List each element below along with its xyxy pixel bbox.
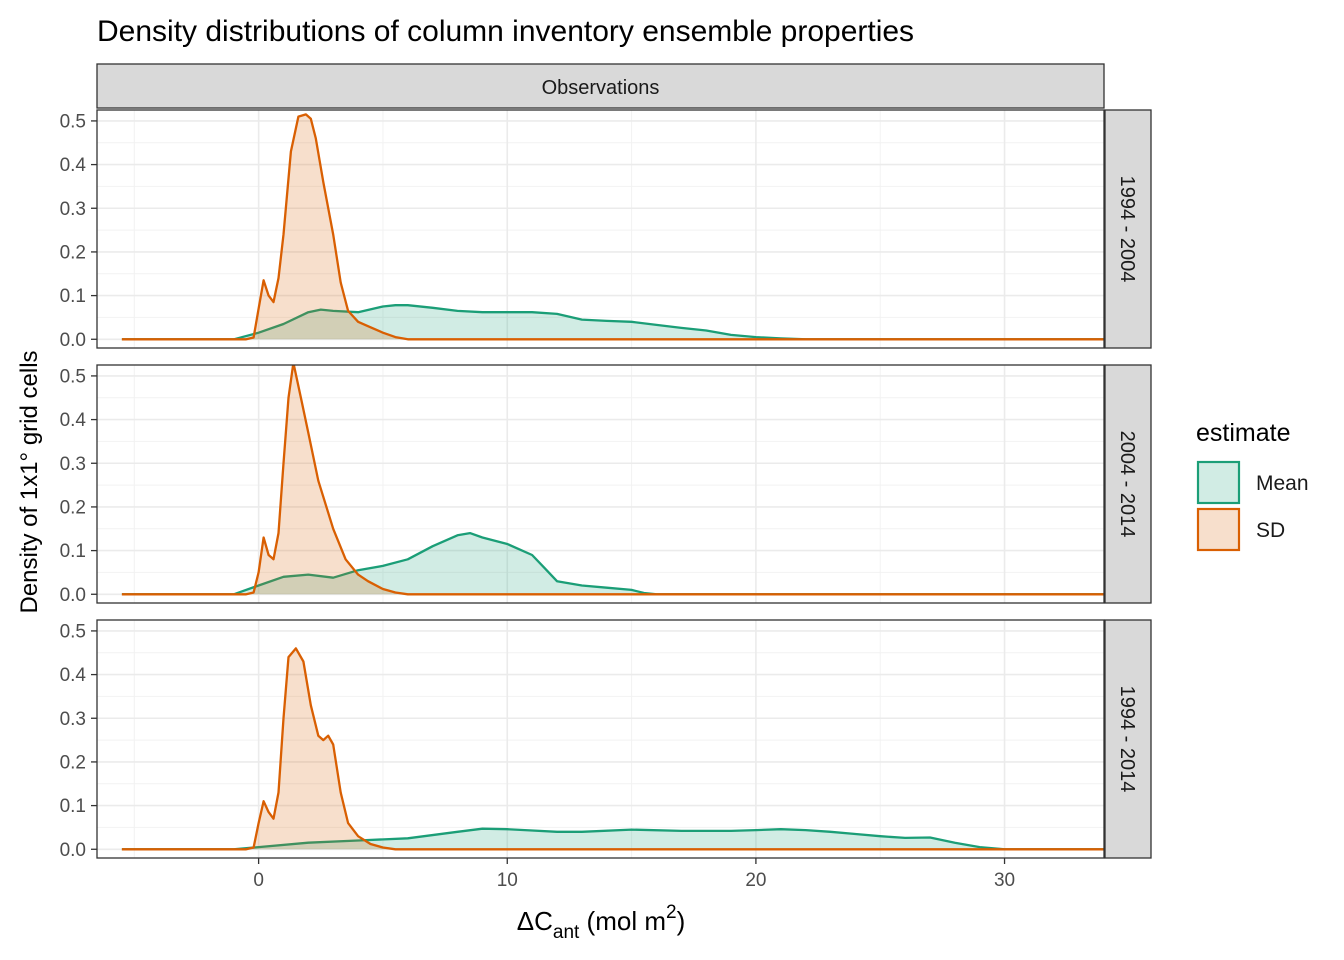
x-tick-label: 30	[994, 870, 1015, 891]
y-tick-label: 0.4	[60, 665, 87, 686]
y-tick-label: 0.1	[60, 796, 86, 817]
facet-panel: 2004 - 2014 0.0 0.1 0.2 0.3 0.4 0.5	[60, 364, 1152, 606]
column-strip	[96, 63, 1105, 109]
y-tick-label: 0.0	[60, 840, 86, 861]
density-line-mean	[121, 827, 1104, 851]
y-tick-label: 0.0	[60, 330, 86, 351]
legend-key-mean	[1196, 460, 1241, 505]
panel-background	[97, 620, 1104, 858]
y-tick-label: 0.3	[60, 709, 86, 730]
panel-border	[96, 619, 1105, 859]
density-line-mean	[121, 304, 1104, 341]
density-area-sd	[121, 114, 1104, 340]
density-area-mean	[121, 533, 1104, 595]
row-strip	[1104, 619, 1152, 859]
x-axis-title: ΔCant (mol m2)	[517, 902, 686, 943]
y-tick-label: 0.5	[60, 111, 86, 132]
y-tick-label: 0.0	[60, 585, 86, 606]
x-tick-label: 0	[253, 870, 264, 891]
density-layer	[121, 113, 1104, 341]
row-strip-label: 2004 - 2014	[1116, 431, 1138, 538]
column-strip-label: Observations	[542, 77, 660, 99]
x-tick-label: 10	[497, 870, 518, 891]
y-tick-label: 0.4	[60, 155, 87, 176]
y-tick-label: 0.3	[60, 199, 86, 220]
x-tick-label: 20	[745, 870, 766, 891]
row-strip	[1104, 109, 1152, 349]
x-axis-title-subscript: ant	[553, 922, 580, 943]
y-tick-label: 0.4	[60, 410, 87, 431]
legend-label-mean: Mean	[1256, 472, 1309, 495]
x-axis-title-unit: (mol m	[579, 906, 666, 936]
panel-border	[96, 109, 1105, 349]
y-tick-label: 0.1	[60, 286, 86, 307]
y-tick-label: 0.2	[60, 497, 86, 518]
legend-label-sd: SD	[1256, 519, 1285, 542]
x-axis-title-unit-close: )	[677, 906, 686, 936]
y-tick-label: 0.2	[60, 752, 86, 773]
facet-panel: 1994 - 2014 0.0 0.1 0.2 0.3 0.4 0.5 0 10 20 30	[60, 619, 1152, 891]
legend-title: estimate	[1196, 419, 1290, 447]
facet-panel: 1994 - 2004 0.0 0.1 0.2 0.3 0.4 0.5	[60, 109, 1152, 351]
legend-key-sd	[1196, 507, 1241, 552]
y-tick-label: 0.3	[60, 454, 86, 475]
y-axis-title: Density of 1x1° grid cells	[16, 350, 43, 613]
density-line-sd	[121, 365, 1104, 596]
y-tick-label: 0.5	[60, 366, 86, 387]
legend: estimate Mean SD	[1196, 419, 1309, 552]
x-axis-title-base: ΔC	[517, 906, 553, 936]
panel-background	[97, 110, 1104, 348]
density-line-mean	[121, 531, 1104, 596]
density-line-sd	[121, 113, 1104, 341]
y-tick-label: 0.1	[60, 541, 86, 562]
density-area-mean	[121, 828, 1104, 850]
density-layer	[121, 365, 1104, 596]
panel-border	[96, 364, 1105, 604]
density-line-sd	[121, 647, 1104, 851]
y-tick-label: 0.5	[60, 621, 86, 642]
density-layer	[121, 647, 1104, 851]
chart-title: Density distributions of column inventor…	[97, 15, 914, 48]
panel-background	[97, 365, 1104, 603]
row-strip-label: 1994 - 2004	[1116, 176, 1138, 283]
row-strip-label: 1994 - 2014	[1116, 686, 1138, 793]
row-strip	[1104, 364, 1152, 604]
x-axis-title-superscript: 2	[666, 902, 677, 923]
y-tick-label: 0.2	[60, 242, 86, 263]
density-area-sd	[121, 648, 1104, 850]
